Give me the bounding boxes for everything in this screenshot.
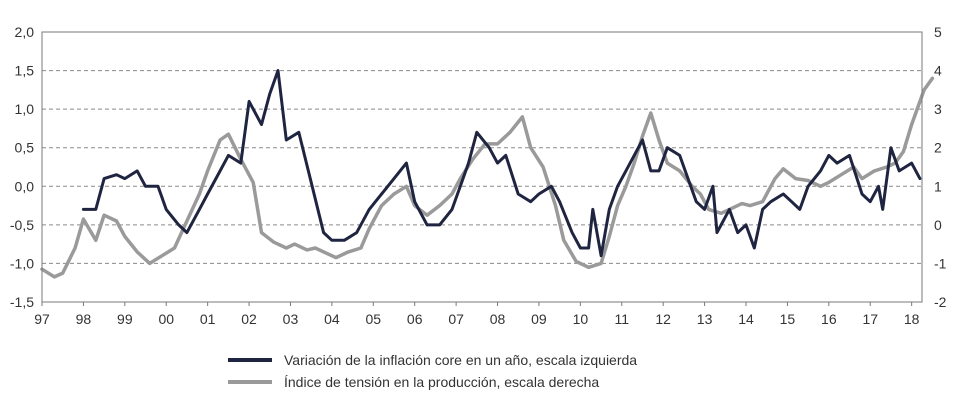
x-tick-label: 15 — [780, 311, 796, 327]
series-line-core-inflation — [81, 69, 922, 258]
x-tick-label: 08 — [490, 311, 506, 327]
x-tick-label: 09 — [531, 311, 547, 327]
right-tick-label: 5 — [934, 24, 942, 40]
left-tick-label: -1,0 — [10, 255, 34, 271]
x-tick-label: 17 — [862, 311, 878, 327]
left-tick-label: 2,0 — [15, 24, 35, 40]
legend: Variación de la inflación core en un año… — [228, 352, 637, 390]
right-tick-label: -1 — [934, 255, 947, 271]
left-axis-ticks: -1,5 -1,0 -0,5 0,0 0,5 1,0 1,5 2,0 — [10, 24, 34, 310]
legend-label-tension: Índice de tensión en la producción, esca… — [284, 374, 599, 390]
right-tick-label: 1 — [934, 178, 942, 194]
left-tick-label: 0,0 — [15, 178, 35, 194]
x-tick-label: 05 — [366, 311, 382, 327]
x-tick-label: 02 — [241, 311, 257, 327]
x-tick-label: 06 — [407, 311, 423, 327]
left-tick-label: -1,5 — [10, 294, 34, 310]
x-tick-label: 03 — [283, 311, 299, 327]
x-tick-label: 13 — [697, 311, 713, 327]
series-line-production-tension — [40, 76, 935, 279]
right-axis-ticks: -2 -1 0 1 2 3 4 5 — [934, 24, 947, 310]
left-tick-label: 1,0 — [15, 101, 35, 117]
x-tick-label: 11 — [614, 311, 629, 327]
x-tick-label: 97 — [34, 311, 50, 327]
x-tick-label: 16 — [821, 311, 837, 327]
x-tick-label: 07 — [448, 311, 464, 327]
x-tick-label: 01 — [200, 311, 216, 327]
x-tick-label: 99 — [117, 311, 133, 327]
x-tick-label: 18 — [904, 311, 920, 327]
left-tick-label: 0,5 — [15, 140, 35, 156]
x-tick-label: 00 — [158, 311, 174, 327]
x-tick-label: 98 — [76, 311, 92, 327]
x-tick-label: 04 — [324, 311, 340, 327]
x-tick-label: 12 — [655, 311, 671, 327]
plot-frame — [41, 31, 923, 303]
right-tick-label: 4 — [934, 63, 942, 79]
right-tick-label: 0 — [934, 217, 942, 233]
right-tick-label: -2 — [934, 294, 947, 310]
left-tick-label: 1,5 — [15, 63, 35, 79]
right-tick-label: 3 — [934, 101, 942, 117]
gridlines — [42, 70, 922, 264]
x-axis-ticks: 97 98 99 00 01 02 03 04 05 06 07 08 09 10 11 12 13 14 15 16… — [34, 302, 920, 327]
x-tick-label: 14 — [738, 311, 754, 327]
x-tick-label: 10 — [573, 311, 589, 327]
legend-label-core: Variación de la inflación core en un año… — [284, 352, 637, 368]
left-tick-label: -0,5 — [10, 217, 34, 233]
series-layer — [40, 69, 935, 279]
right-tick-label: 2 — [934, 140, 942, 156]
